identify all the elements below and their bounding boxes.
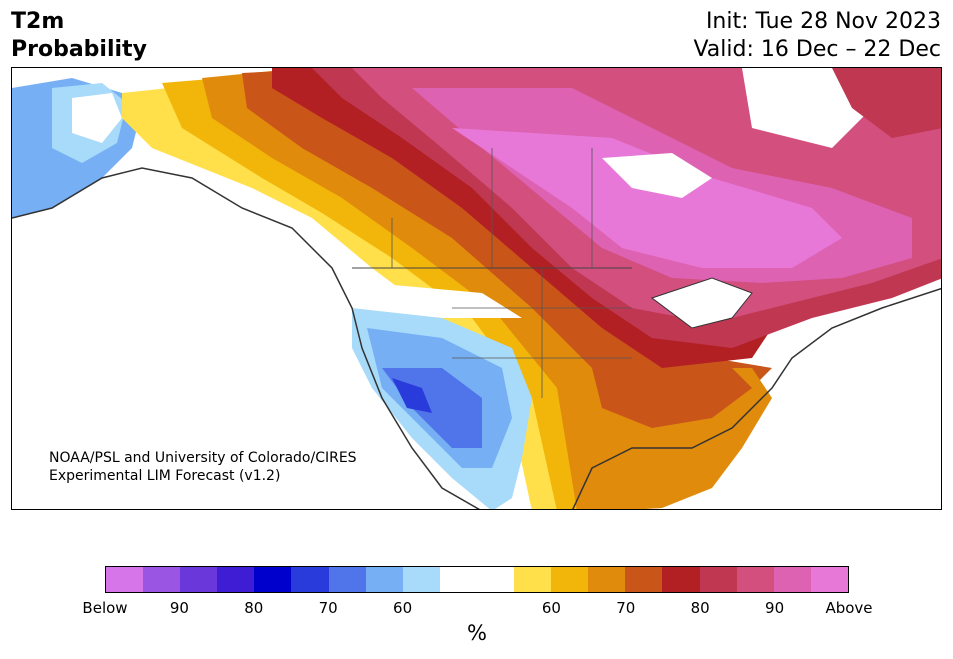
colorbar-cell — [476, 567, 515, 592]
west-coastline — [12, 167, 481, 509]
greenland-warm — [832, 68, 941, 138]
colorbar — [105, 566, 849, 593]
colorbar-cell — [699, 567, 737, 592]
greenland-neutral — [742, 68, 872, 148]
credit-line-2: Experimental LIM Forecast (v1.2) — [49, 468, 281, 484]
colorbar-cell — [217, 567, 255, 592]
valid-range: Valid: 16 Dec – 22 Dec — [693, 37, 941, 62]
southwest-cold-90 — [392, 378, 432, 413]
colorbar-unit: % — [467, 621, 487, 645]
probability-map — [12, 68, 941, 509]
great-lakes — [650, 277, 753, 329]
colorbar-cell — [736, 567, 774, 592]
credit-text: NOAA/PSL and University of Colorado/CIRE… — [49, 449, 357, 485]
alaska-neutral — [72, 93, 122, 143]
colorbar-tick-label: 80 — [690, 599, 710, 617]
colorbar-cell — [365, 567, 403, 592]
warm-band-60 — [122, 78, 572, 509]
colorbar-tick-label: 60 — [393, 599, 413, 617]
colorbar-tick-label: 60 — [541, 599, 561, 617]
colorbar-cell — [773, 567, 811, 592]
warm-band-65 — [162, 73, 592, 509]
warm-band-above — [452, 128, 842, 268]
map-title: T2m Probability — [11, 9, 147, 62]
colorbar-cell — [254, 567, 292, 592]
hudson-bay — [602, 153, 712, 198]
colorbar-tick-label: 90 — [765, 599, 785, 617]
colorbar-tick-label: Below — [82, 599, 128, 617]
colorbar-cell — [106, 567, 144, 592]
southeast-warm-inner — [592, 368, 752, 428]
init-date: Init: Tue 28 Nov 2023 — [705, 9, 941, 34]
forecast-map — [11, 67, 942, 510]
colorbar-cell — [291, 567, 329, 592]
colorbar-cell — [662, 567, 700, 592]
colorbar-tick-label: 70 — [318, 599, 338, 617]
colorbar-cell — [328, 567, 366, 592]
colorbar-cell — [143, 567, 181, 592]
colorbar-cell — [625, 567, 663, 592]
colorbar-cell — [588, 567, 626, 592]
colorbar-tick-label: 80 — [244, 599, 264, 617]
credit-line-1: NOAA/PSL and University of Colorado/CIRE… — [49, 450, 357, 466]
colorbar-cell — [551, 567, 589, 592]
neutral-patch-west — [372, 283, 522, 318]
colorbar-tick-label: 70 — [616, 599, 636, 617]
colorbar-cell — [402, 567, 440, 592]
colorbar-tick-label: 90 — [169, 599, 189, 617]
east-coastline — [572, 287, 941, 509]
colorbar-cell — [810, 567, 848, 592]
colorbar-tick-label: Above — [825, 599, 873, 617]
colorbar-cell — [439, 567, 477, 592]
colorbar-cell — [514, 567, 552, 592]
forecast-dates: Init: Tue 28 Nov 2023 Valid: 16 Dec – 22… — [693, 8, 941, 64]
state-borders — [391, 148, 632, 398]
colorbar-cell — [180, 567, 218, 592]
